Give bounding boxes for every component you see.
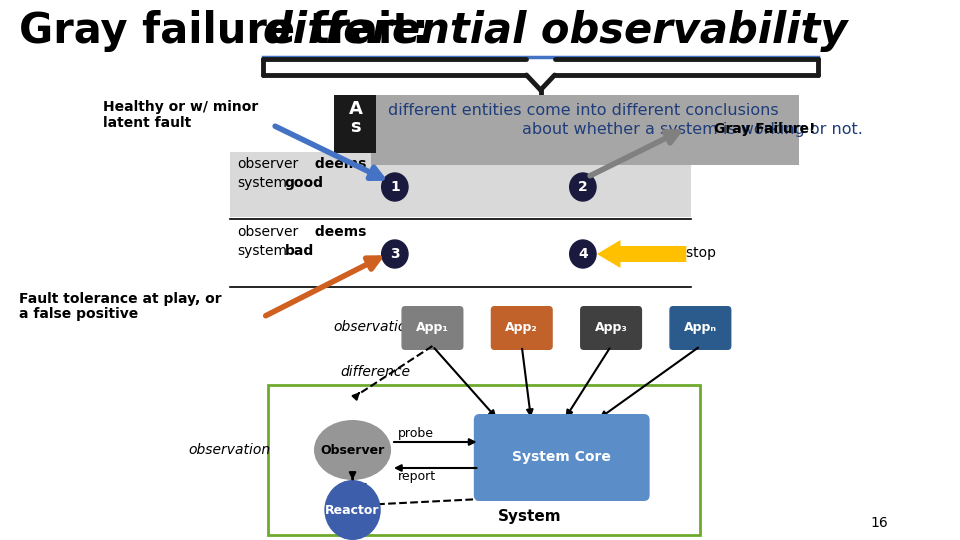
Circle shape <box>569 240 596 268</box>
Text: about whether a system is working or not.: about whether a system is working or not… <box>521 122 863 137</box>
Text: Reactor: Reactor <box>325 503 380 516</box>
Text: System Core: System Core <box>512 450 611 464</box>
Text: a false positive: a false positive <box>19 307 138 321</box>
FancyBboxPatch shape <box>669 306 732 350</box>
Text: Gray Failure!: Gray Failure! <box>714 122 816 136</box>
Text: difference: difference <box>340 365 410 379</box>
Text: system: system <box>237 176 287 190</box>
Circle shape <box>382 173 408 201</box>
Text: observer: observer <box>237 225 299 239</box>
FancyBboxPatch shape <box>230 152 691 217</box>
Text: differential observability: differential observability <box>263 10 848 52</box>
FancyBboxPatch shape <box>491 306 553 350</box>
Text: observation: observation <box>188 443 270 457</box>
Circle shape <box>382 240 408 268</box>
FancyArrow shape <box>597 240 686 268</box>
Text: App₂: App₂ <box>505 321 539 334</box>
Text: 2: 2 <box>578 180 588 194</box>
Circle shape <box>569 173 596 201</box>
Text: Gray failure trait:: Gray failure trait: <box>19 10 444 52</box>
Text: deems: deems <box>310 225 367 239</box>
Text: deems: deems <box>310 157 367 171</box>
FancyBboxPatch shape <box>268 385 701 535</box>
Text: App₃: App₃ <box>594 321 628 334</box>
Text: 4: 4 <box>578 247 588 261</box>
Ellipse shape <box>314 420 391 480</box>
Text: Crash, fail-stop: Crash, fail-stop <box>612 246 716 260</box>
Text: 1: 1 <box>390 180 399 194</box>
Text: A: A <box>348 100 362 118</box>
Text: s: s <box>350 118 361 136</box>
FancyBboxPatch shape <box>580 306 642 350</box>
Circle shape <box>324 480 381 540</box>
Text: observation: observation <box>334 320 416 334</box>
Text: 3: 3 <box>390 247 399 261</box>
Text: Observer: Observer <box>321 443 385 456</box>
Text: probe: probe <box>397 427 434 440</box>
Text: Appₙ: Appₙ <box>684 321 717 334</box>
FancyBboxPatch shape <box>401 306 464 350</box>
Text: 16: 16 <box>871 516 888 530</box>
Text: Fault tolerance at play, or: Fault tolerance at play, or <box>19 292 222 306</box>
Text: different entities come into different conclusions: different entities come into different c… <box>388 103 779 118</box>
Text: bad: bad <box>285 244 314 258</box>
FancyBboxPatch shape <box>334 95 376 153</box>
Text: report: report <box>397 470 436 483</box>
Text: Healthy or w/ minor: Healthy or w/ minor <box>104 100 258 114</box>
Text: good: good <box>285 176 324 190</box>
FancyBboxPatch shape <box>372 95 799 165</box>
Text: latent fault: latent fault <box>104 116 192 130</box>
Text: App₁: App₁ <box>416 321 449 334</box>
Text: observer: observer <box>237 157 299 171</box>
Text: system: system <box>237 244 287 258</box>
Text: System: System <box>498 510 562 524</box>
FancyBboxPatch shape <box>474 414 650 501</box>
